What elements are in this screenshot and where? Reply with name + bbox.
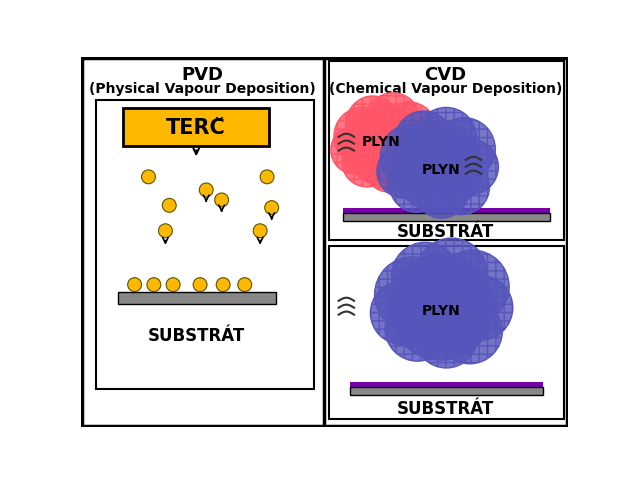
Circle shape: [377, 145, 430, 199]
Circle shape: [334, 108, 392, 166]
Circle shape: [370, 282, 433, 345]
Circle shape: [381, 103, 437, 159]
Circle shape: [215, 193, 229, 207]
Circle shape: [345, 107, 425, 187]
Circle shape: [389, 256, 494, 360]
Circle shape: [380, 124, 445, 189]
Text: SUBSTRÁT: SUBSTRÁT: [397, 399, 494, 417]
Circle shape: [416, 239, 487, 310]
Circle shape: [142, 170, 155, 184]
Bar: [329, 62, 564, 240]
Text: (Chemical Vapour Deposition): (Chemical Vapour Deposition): [329, 81, 562, 96]
Circle shape: [375, 257, 450, 333]
Circle shape: [365, 145, 413, 192]
Circle shape: [416, 108, 477, 169]
Text: PVD: PVD: [182, 66, 223, 84]
Circle shape: [390, 122, 440, 171]
Circle shape: [193, 278, 207, 292]
Circle shape: [199, 184, 213, 197]
Circle shape: [162, 199, 176, 213]
Text: CVD: CVD: [425, 66, 467, 84]
Bar: [350, 382, 542, 387]
Text: PLYN: PLYN: [422, 163, 460, 177]
Circle shape: [385, 297, 450, 361]
Text: SUBSTRÁT: SUBSTRÁT: [147, 326, 245, 344]
Circle shape: [392, 123, 482, 212]
Circle shape: [437, 299, 503, 364]
Bar: [123, 108, 270, 147]
Circle shape: [433, 119, 495, 181]
Circle shape: [265, 201, 279, 215]
Text: SUBSTRÁT: SUBSTRÁT: [397, 222, 494, 240]
Circle shape: [147, 278, 161, 292]
Bar: [96, 101, 314, 389]
Text: PLYN: PLYN: [361, 134, 401, 148]
Circle shape: [415, 165, 468, 219]
Bar: [342, 208, 551, 214]
Circle shape: [158, 224, 172, 238]
Circle shape: [443, 140, 498, 195]
Circle shape: [415, 305, 478, 368]
Circle shape: [366, 94, 420, 148]
Bar: [118, 292, 275, 304]
Bar: [342, 214, 551, 221]
Circle shape: [128, 278, 142, 292]
Circle shape: [436, 251, 509, 324]
Circle shape: [260, 170, 274, 184]
Circle shape: [331, 127, 379, 175]
Circle shape: [382, 140, 432, 190]
Text: (Physical Vapour Deposition): (Physical Vapour Deposition): [89, 81, 316, 96]
Circle shape: [216, 278, 230, 292]
Circle shape: [389, 157, 445, 213]
Circle shape: [238, 278, 252, 292]
Text: TERČ: TERČ: [166, 118, 226, 137]
Circle shape: [166, 278, 180, 292]
Circle shape: [434, 160, 489, 215]
Text: PLYN: PLYN: [422, 303, 460, 317]
Circle shape: [347, 97, 399, 149]
Circle shape: [342, 138, 392, 188]
Circle shape: [391, 243, 460, 311]
Circle shape: [253, 224, 267, 238]
Circle shape: [395, 112, 453, 170]
Bar: [329, 247, 564, 420]
Bar: [350, 387, 542, 395]
Circle shape: [448, 276, 513, 340]
